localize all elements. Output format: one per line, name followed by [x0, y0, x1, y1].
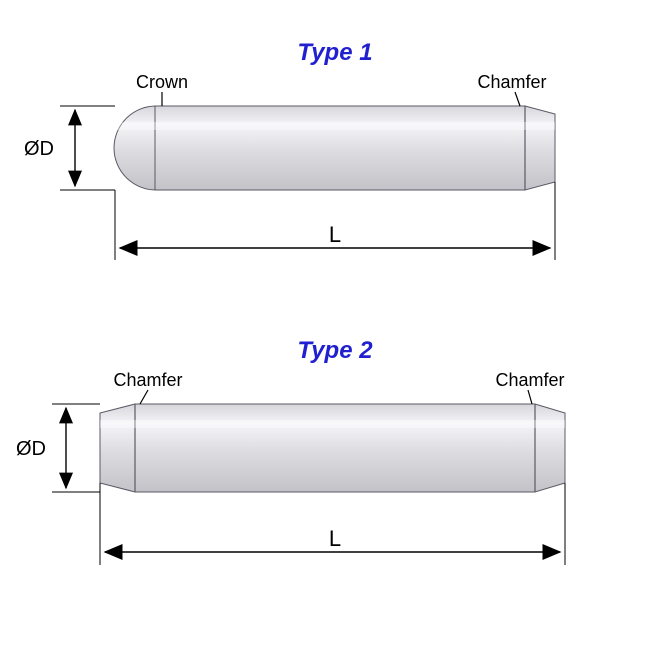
type2-length-dim: L	[100, 483, 565, 565]
svg-text:ØD: ØD	[24, 138, 54, 160]
chamfer1-label: Chamfer	[477, 72, 546, 92]
svg-text:ØD: ØD	[16, 438, 46, 460]
type2-diameter-dim: ØD	[16, 404, 100, 492]
chamfer1-leader	[515, 92, 520, 106]
chamfer2-label: Chamfer	[113, 370, 182, 390]
chamfer3-label: Chamfer	[495, 370, 564, 390]
type1-pin	[114, 106, 555, 190]
type1-title: Type 1	[297, 39, 372, 66]
type1-length-dim: L	[115, 182, 555, 260]
svg-text:L: L	[329, 222, 341, 247]
type1-diameter-dim: ØD	[24, 106, 115, 190]
chamfer2-leader	[140, 390, 148, 404]
svg-text:L: L	[329, 526, 341, 551]
type2-title: Type 2	[297, 337, 373, 364]
crown-label: Crown	[136, 72, 188, 92]
chamfer3-leader	[528, 390, 532, 404]
type2-pin	[100, 404, 565, 492]
